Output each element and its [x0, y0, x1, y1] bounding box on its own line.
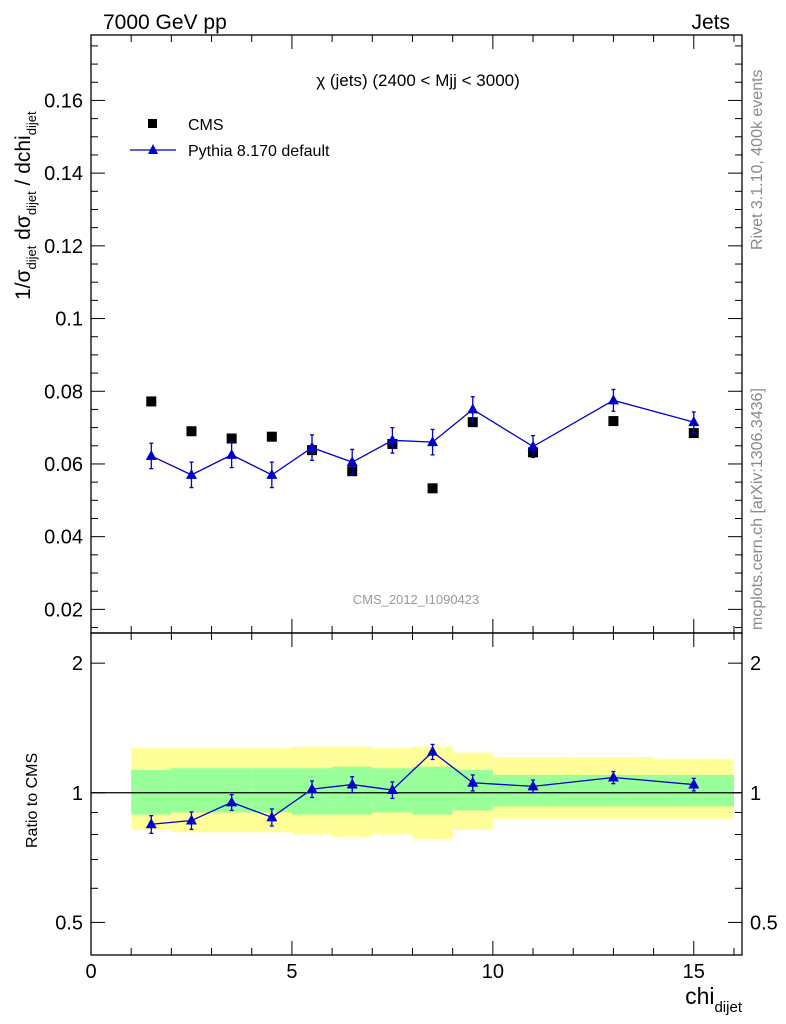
cms-data-point	[688, 428, 699, 439]
ratio-pythia-point	[346, 778, 358, 789]
ratio-pythia-point	[145, 818, 157, 829]
ratio-band-inner	[171, 768, 212, 813]
pythia-point	[346, 456, 358, 467]
analysis-id: CMS_2012_I1090423	[353, 592, 480, 607]
x-tick-labels: 0 5 10 15	[85, 961, 704, 983]
pythia-point	[145, 449, 157, 460]
pythia-point	[427, 436, 439, 447]
ratio-pythia-point	[688, 778, 700, 789]
pythia-point	[226, 448, 238, 459]
ratio-y-tick-label-right: 1	[750, 783, 761, 805]
ratio-band-inner	[412, 766, 453, 815]
ratio-y-tick-label-right: 0.5	[750, 912, 778, 934]
legend-mc-marker	[148, 144, 158, 154]
x-tick-label: 15	[683, 961, 705, 983]
cms-data-point	[608, 416, 619, 427]
pythia-point	[467, 403, 479, 414]
legend: CMS Pythia 8.170 default	[130, 117, 330, 160]
legend-data-marker	[148, 119, 157, 128]
pythia-point	[306, 441, 318, 452]
cms-data-point	[186, 426, 197, 437]
pythia-line	[151, 399, 694, 476]
mcplots-label: mcplots.cern.ch [arXiv:1306.3436]	[749, 388, 766, 630]
ratio-band-inner	[251, 768, 292, 813]
main-y-axis-label: 1/σdijet dσdijet / dchidijet	[12, 111, 39, 300]
cms-data-point	[226, 433, 237, 444]
plot-title: χ (jets) (2400 < Mjj < 3000)	[316, 71, 520, 90]
pythia-point	[607, 394, 619, 405]
main-axis-ticks	[90, 35, 742, 633]
rivet-label: Rivet 3.1.10, 400k events	[749, 69, 766, 250]
main-y-tick-label: 0.06	[44, 454, 83, 476]
ratio-pythia-point	[266, 811, 278, 822]
main-y-tick-label: 0.12	[44, 236, 83, 258]
cms-data-point	[266, 431, 277, 442]
ratio-uncertainty-bands	[131, 746, 734, 840]
main-y-tick-label: 0.14	[44, 163, 83, 185]
ratio-y-tick-label-left: 0.5	[55, 912, 83, 934]
cms-data-point	[146, 396, 157, 407]
pythia-point	[266, 468, 278, 479]
main-y-tick-label: 0.1	[55, 309, 83, 331]
ratio-pythia-point	[386, 783, 398, 794]
x-tick-label: 0	[85, 961, 96, 983]
main-y-tick-label: 0.02	[44, 599, 83, 621]
pythia-point	[527, 440, 539, 451]
ratio-axis-ticks	[90, 633, 742, 955]
legend-data-label: CMS	[188, 117, 224, 134]
ratio-plot-marks	[91, 743, 742, 834]
ratio-panel-frame	[90, 632, 743, 956]
main-y-tick-labels: 0.02 0.04 0.06 0.08 0.1 0.12 0.14 0.16	[44, 90, 83, 621]
cms-data-point	[427, 483, 438, 494]
ratio-pythia-point	[467, 776, 479, 787]
ratio-pythia-point	[185, 814, 197, 825]
pythia-point	[386, 434, 398, 445]
main-panel: 0.02 0.04 0.06 0.08 0.1 0.12 0.14 0.16 χ (jets)…	[12, 34, 743, 634]
x-tick-label: 5	[286, 961, 297, 983]
ratio-pythia-point	[427, 745, 439, 756]
header-left-label: 7000 GeV pp	[103, 11, 227, 34]
ratio-y-tick-label-right: 2	[750, 653, 761, 675]
x-tick-label: 10	[482, 961, 504, 983]
ratio-pythia-point	[306, 783, 318, 794]
ratio-panel: 0.5 0.5 1 1 2 2 0 5 10 15 Ratio to CMS chidijet	[24, 632, 778, 1016]
main-plot-marks	[145, 388, 700, 494]
ratio-y-axis-label: Ratio to CMS	[24, 753, 41, 848]
x-axis-label: chidijet	[685, 983, 743, 1016]
ratio-y-tick-labels: 0.5 0.5 1 1 2 2	[55, 653, 778, 934]
ratio-y-tick-label-left: 1	[72, 783, 83, 805]
ratio-pythia-line	[151, 750, 694, 825]
header-right-label: Jets	[691, 11, 730, 34]
legend-mc-label: Pythia 8.170 default	[188, 143, 330, 160]
pythia-point	[185, 468, 197, 479]
main-y-tick-label: 0.08	[44, 381, 83, 403]
ratio-pythia-point	[226, 796, 238, 807]
ratio-y-tick-label-left: 2	[72, 653, 83, 675]
main-y-tick-label: 0.04	[44, 527, 83, 549]
ratio-pythia-point	[607, 771, 619, 782]
pythia-point	[688, 416, 700, 427]
main-y-tick-label: 0.16	[44, 90, 83, 112]
ratio-pythia-point	[527, 780, 539, 791]
